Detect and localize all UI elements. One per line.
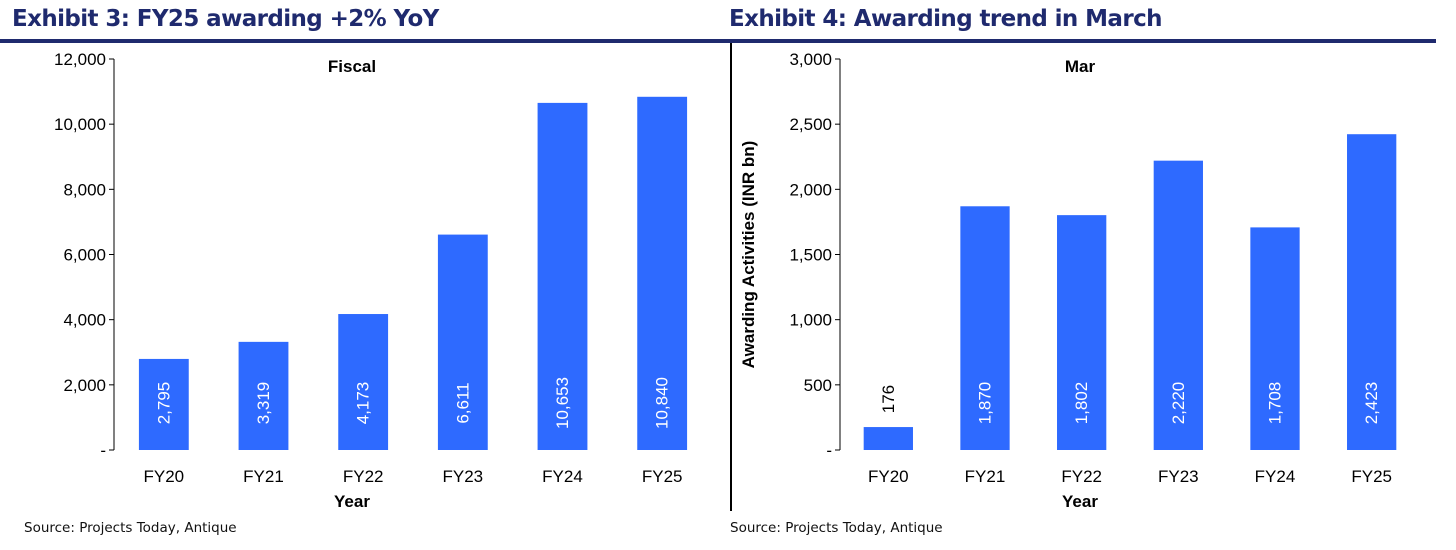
y-axis-title: Awarding Activities (INR bn) xyxy=(739,141,758,369)
y-tick-label: 4,000 xyxy=(63,311,106,330)
x-tick-label: FY24 xyxy=(542,467,583,486)
x-tick-label: FY21 xyxy=(243,467,284,486)
chart-title: Mar xyxy=(1065,57,1096,76)
data-label: 2,795 xyxy=(154,382,173,425)
y-tick-label: 2,500 xyxy=(789,115,832,134)
x-tick-label: FY25 xyxy=(1351,467,1392,486)
x-axis-title: Year xyxy=(334,492,370,511)
y-tick-label: 10,000 xyxy=(54,115,106,134)
y-tick-label: 2,000 xyxy=(789,180,832,199)
data-label: 2,220 xyxy=(1169,382,1188,425)
bar-fy23 xyxy=(437,234,488,450)
bar-fy21 xyxy=(238,341,289,450)
y-tick-label: - xyxy=(100,441,106,460)
exhibit-3-title: Exhibit 3: FY25 awarding +2% YoY xyxy=(12,6,439,32)
y-tick-label: 3,000 xyxy=(789,50,832,69)
y-tick-label: 1,000 xyxy=(789,311,832,330)
y-tick-label: 1,500 xyxy=(789,246,832,265)
data-label: 3,319 xyxy=(254,382,273,425)
y-tick-label: 12,000 xyxy=(54,50,106,69)
source-note-right: Source: Projects Today, Antique xyxy=(730,520,943,536)
data-label: 4,173 xyxy=(354,382,373,425)
bar-fy24 xyxy=(537,102,588,450)
x-tick-label: FY24 xyxy=(1255,467,1296,486)
data-label: 1,870 xyxy=(976,382,995,425)
x-tick-label: FY22 xyxy=(343,467,384,486)
data-label: 1,708 xyxy=(1266,382,1285,425)
x-tick-label: FY21 xyxy=(965,467,1006,486)
data-label: 10,840 xyxy=(653,377,672,429)
bar-fy21 xyxy=(960,206,1010,450)
bar-fy22 xyxy=(338,314,389,450)
bar-fy23 xyxy=(1153,160,1203,450)
chart-title: Fiscal xyxy=(328,57,376,76)
x-tick-label: FY20 xyxy=(868,467,909,486)
bar-fy20 xyxy=(138,358,189,450)
exhibit-4-title: Exhibit 4: Awarding trend in March xyxy=(729,6,1162,32)
data-label: 6,611 xyxy=(453,382,472,423)
x-tick-label: FY25 xyxy=(642,467,683,486)
fiscal-awarding-chart: - 2,000 4,000 6,000 8,000 10,000 12,000 2,795 FY… xyxy=(54,50,688,511)
bar-fy25 xyxy=(637,96,688,450)
data-label: 2,423 xyxy=(1362,382,1381,425)
x-tick-label: FY23 xyxy=(1158,467,1199,486)
x-axis-title: Year xyxy=(1062,492,1098,511)
bar-fy20 xyxy=(863,427,913,450)
source-note-left: Source: Projects Today, Antique xyxy=(24,520,237,536)
y-tick-label: 6,000 xyxy=(63,246,106,265)
y-tick-label: 500 xyxy=(804,376,832,395)
y-tick-label: 2,000 xyxy=(63,376,106,395)
x-tick-label: FY22 xyxy=(1061,467,1102,486)
data-label: 176 xyxy=(879,385,898,413)
x-tick-label: FY23 xyxy=(443,467,484,486)
bar-fy22 xyxy=(1057,215,1107,450)
y-tick-label: - xyxy=(826,441,832,460)
bar-fy24 xyxy=(1250,227,1300,450)
y-tick-label: 8,000 xyxy=(63,180,106,199)
x-tick-label: FY20 xyxy=(144,467,185,486)
panel-divider xyxy=(730,43,732,511)
bar-fy25 xyxy=(1347,134,1397,450)
data-label: 10,653 xyxy=(553,377,572,429)
data-label: 1,802 xyxy=(1072,382,1091,425)
header-rule xyxy=(0,39,1436,43)
march-awarding-chart: - 500 1,000 1,500 2,000 2,500 3,000 176 FY20 1,87… xyxy=(739,50,1397,511)
